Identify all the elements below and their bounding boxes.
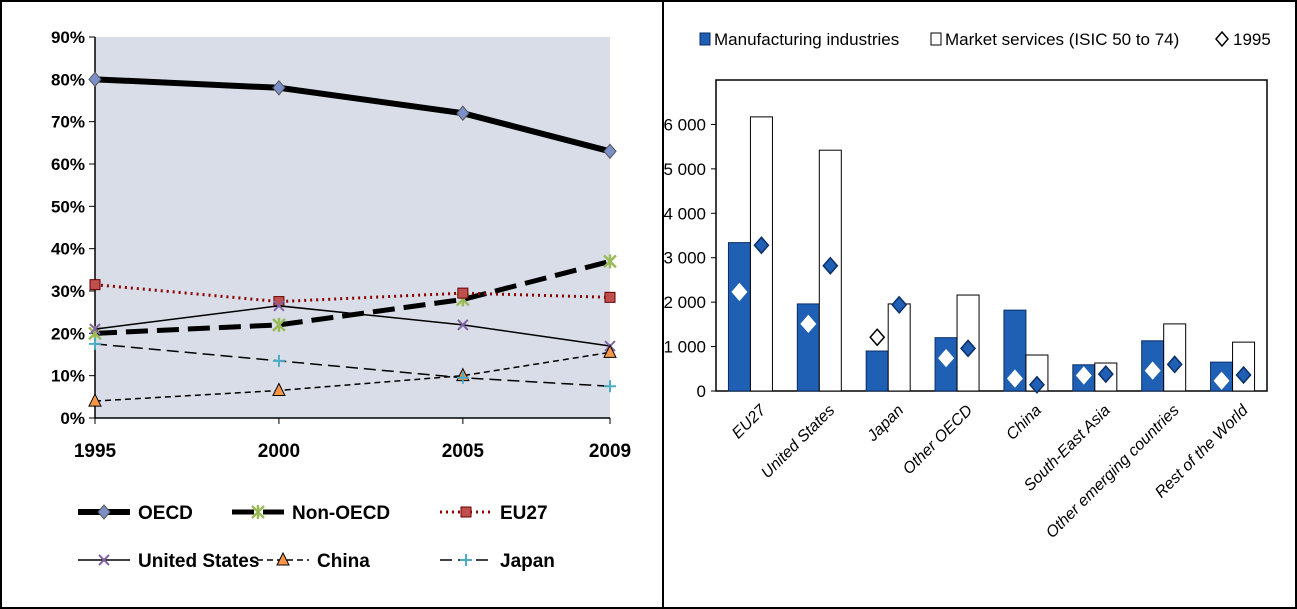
y-tick-label: 90%: [51, 28, 85, 47]
series-line-china: [94, 351, 611, 402]
legend-label-oecd: OECD: [138, 503, 193, 524]
legend-marker-non-oecd: [251, 505, 265, 519]
y-tick-label: 60%: [51, 155, 85, 174]
data-point-japan: [89, 337, 101, 350]
x-tick-label: 1995: [74, 441, 117, 462]
data-point-united-states: [457, 319, 469, 331]
y-tick-label: 0%: [60, 409, 85, 428]
data-point-japan: [272, 354, 285, 367]
data-point-eu27: [89, 279, 101, 291]
data-point-united-states: [273, 300, 285, 312]
line-chart-share: 0% 10% 20% 30% 40% 50% 60% 70% 80% 90% 1995 2000 200…: [51, 28, 631, 572]
data-point-united-states: [89, 323, 101, 335]
series-line-united-states: [94, 305, 611, 347]
y-tick-label: 40%: [51, 240, 85, 259]
legend-marker-japan: [460, 554, 472, 566]
data-point-eu27: [604, 291, 616, 303]
data-point-china: [272, 382, 286, 396]
legend-marker-oecd: [97, 504, 111, 520]
legend-marker-united-states: [98, 554, 110, 566]
x-tick-label: 2000: [258, 441, 300, 462]
y-tick-label: 80%: [51, 70, 85, 89]
series-line-eu27: [94, 283, 611, 304]
data-point-oecd: [88, 71, 102, 88]
data-point-china: [603, 344, 617, 358]
data-point-non-oecd: [272, 317, 286, 332]
data-point-japan: [456, 371, 469, 384]
y-tick-label: 50%: [51, 197, 85, 216]
data-point-oecd: [603, 143, 617, 160]
plot-area: [95, 37, 610, 418]
legend-label-eu27: EU27: [500, 503, 548, 524]
legend-label-japan: Japan: [500, 551, 555, 572]
series-line-non-oecd: [94, 258, 611, 336]
legend-marker-eu27: [460, 506, 472, 518]
right-chart-frame: [662, 0, 1297, 609]
series-line-japan: [94, 343, 611, 387]
data-point-japan: [604, 380, 616, 393]
data-point-china: [88, 392, 102, 407]
data-point-eu27: [457, 287, 469, 299]
y-tick-label: 20%: [51, 324, 85, 343]
legend-label-china: China: [317, 551, 370, 572]
y-tick-label: 10%: [51, 367, 85, 386]
data-point-oecd: [272, 80, 286, 96]
x-tick-label: 2009: [589, 441, 631, 462]
series-line-oecd: [94, 76, 611, 155]
x-tick-label: 2005: [442, 441, 485, 462]
data-point-non-oecd: [603, 254, 617, 269]
data-point-oecd: [456, 105, 470, 121]
legend-label-united-states: United States: [138, 551, 259, 572]
y-tick-label: 70%: [51, 113, 85, 132]
legend-marker-china: [276, 551, 290, 566]
y-tick-label: 30%: [51, 282, 85, 301]
legend-label-non-oecd: Non-OECD: [292, 503, 390, 524]
